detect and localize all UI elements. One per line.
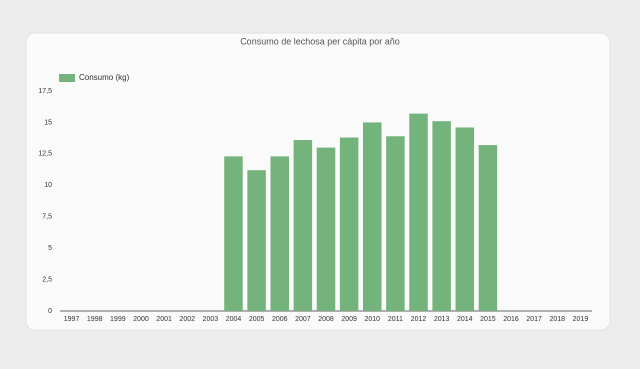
bar	[270, 156, 289, 311]
x-tick-label: 1997	[64, 316, 80, 323]
bar	[478, 145, 498, 311]
x-tick-label: 2019	[573, 316, 589, 323]
y-tick-label: 2,5	[42, 276, 52, 283]
bar	[432, 121, 451, 312]
bar	[339, 137, 359, 311]
bar	[409, 113, 428, 311]
x-tick-label: 2012	[411, 316, 427, 323]
bar	[293, 140, 313, 311]
y-tick-label: 15	[44, 119, 52, 126]
y-tick-label: 10	[44, 182, 52, 189]
y-tick-label: 7,5	[42, 214, 52, 221]
bar	[386, 136, 405, 311]
x-tick-label: 2015	[480, 316, 496, 323]
x-tick-label: 2002	[179, 316, 195, 323]
y-tick-label: 12,5	[38, 151, 52, 158]
x-tick-label: 2018	[550, 316, 566, 323]
x-tick-label: 2004	[226, 316, 242, 323]
x-tick-label: 2017	[526, 316, 542, 323]
bar	[224, 156, 243, 311]
x-tick-label: 2013	[434, 316, 450, 323]
x-tick-label: 2010	[364, 316, 380, 323]
legend-label: Consumo (kg)	[79, 73, 130, 82]
y-tick-label: 0	[48, 308, 52, 315]
x-tick-label: 2006	[272, 316, 288, 323]
x-tick-label: 2011	[388, 316, 403, 323]
bar	[247, 170, 266, 311]
x-tick-label: 2009	[341, 316, 357, 323]
y-tick-label: 5	[48, 245, 52, 252]
bar	[316, 147, 336, 311]
x-tick-label: 2003	[203, 316, 219, 323]
x-tick-label: 2014	[457, 316, 473, 323]
x-tick-label: 1999	[110, 316, 126, 323]
x-tick-label: 2016	[503, 316, 519, 323]
y-tick-label: 17,5	[38, 88, 52, 95]
x-tick-label: 1998	[87, 316, 103, 323]
legend-swatch	[59, 74, 75, 82]
x-tick-label: 2007	[295, 316, 311, 323]
x-tick-label: 2000	[133, 316, 149, 323]
x-tick-label: 2001	[156, 316, 172, 323]
bar	[363, 122, 382, 311]
x-tick-label: 2005	[249, 316, 265, 323]
x-tick-label: 2008	[318, 316, 334, 323]
chart-title: Consumo de lechosa per cápita por año	[240, 36, 400, 46]
bar	[455, 127, 475, 311]
